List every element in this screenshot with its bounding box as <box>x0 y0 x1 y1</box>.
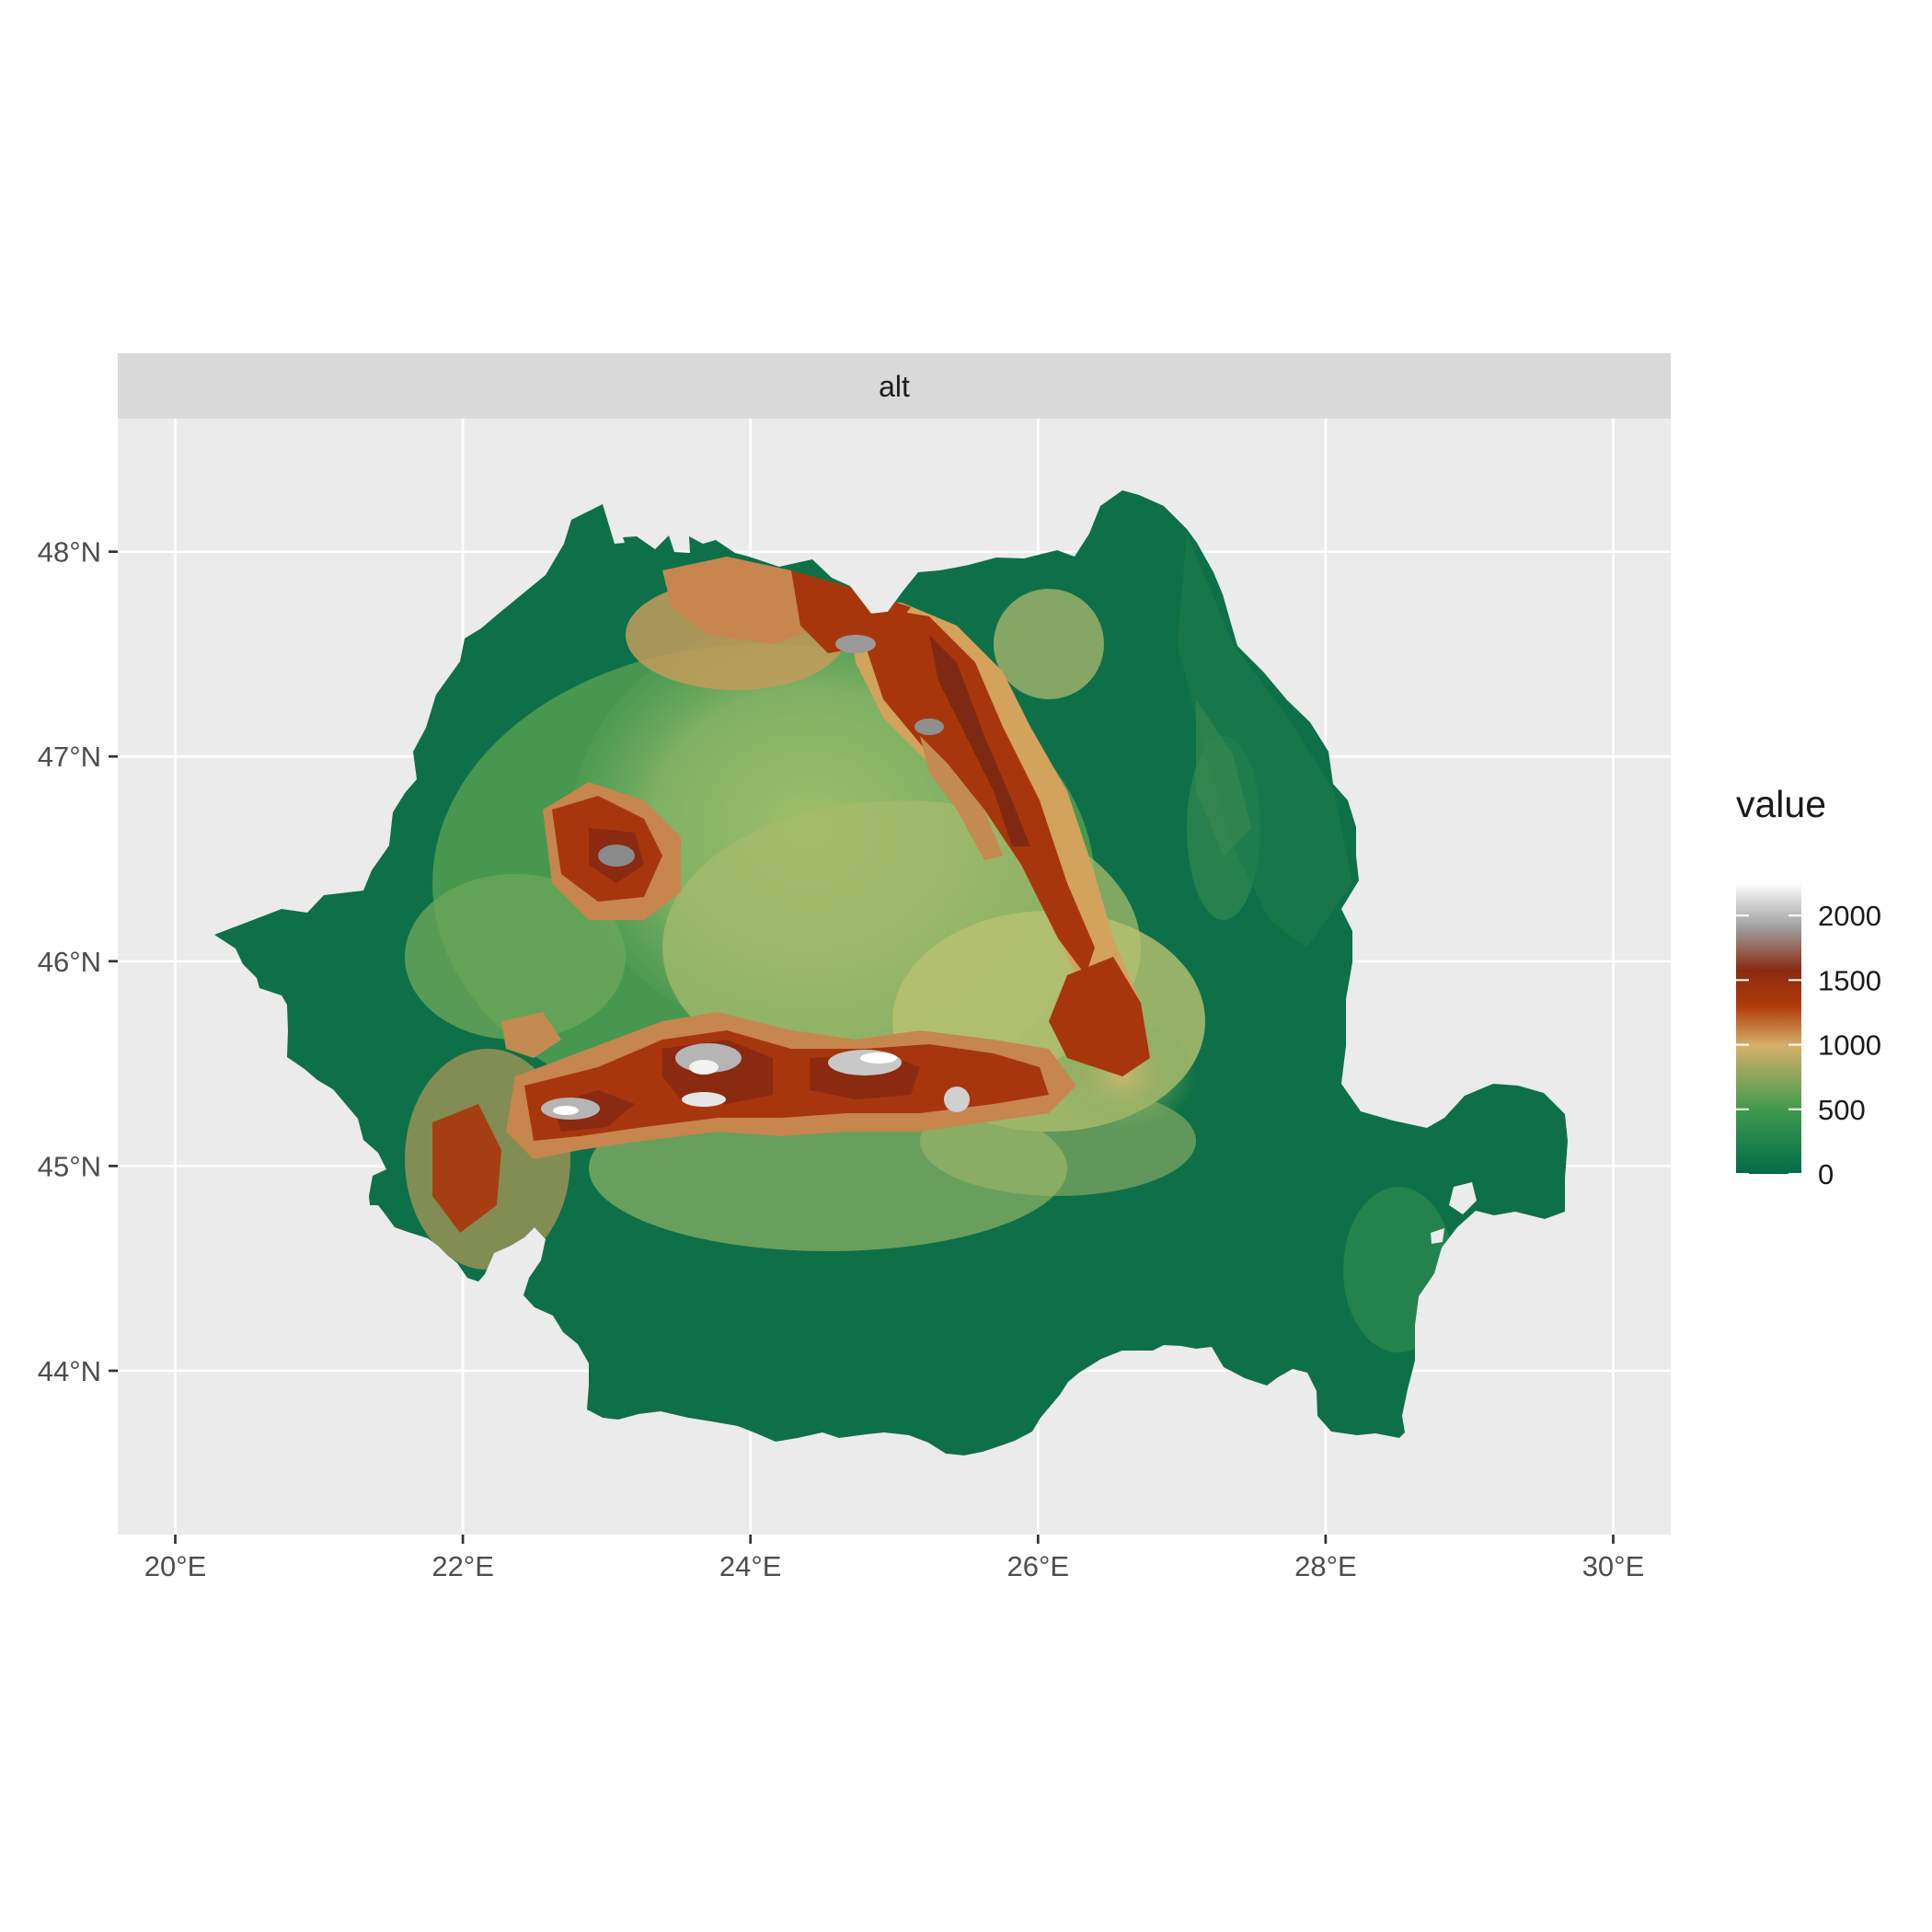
y-tick-label: 45°N <box>38 1150 101 1182</box>
x-tick-label: 28°E <box>1294 1550 1357 1582</box>
legend-break-label: 0 <box>1818 1158 1834 1190</box>
legend-colorbar <box>1736 883 1801 1174</box>
legend-break-label: 2000 <box>1818 900 1881 932</box>
x-axis: 20°E 22°E 24°E 26°E 28°E 30°E <box>144 1535 1645 1582</box>
elevation-raster <box>214 490 1568 1455</box>
x-tick-label: 24°E <box>719 1550 782 1582</box>
x-tick-label: 20°E <box>144 1550 207 1582</box>
y-tick-label: 44°N <box>38 1355 101 1387</box>
y-axis: 48°N 47°N 46°N 45°N 44°N <box>38 536 118 1387</box>
legend-ticks: 2000 1500 1000 500 0 <box>1736 900 1881 1190</box>
y-tick-label: 46°N <box>38 946 101 978</box>
x-tick-label: 26°E <box>1007 1550 1070 1582</box>
legend-title: value <box>1736 783 1826 825</box>
y-tick-label: 48°N <box>38 536 101 569</box>
facet-strip <box>118 353 1671 419</box>
legend-break-label: 1000 <box>1818 1029 1881 1062</box>
y-tick-label: 47°N <box>38 741 101 773</box>
legend-break-label: 500 <box>1818 1094 1866 1126</box>
legend-break-label: 1500 <box>1818 964 1881 996</box>
x-tick-label: 30°E <box>1582 1550 1645 1582</box>
facet-strip-label: alt <box>879 370 910 403</box>
x-tick-label: 22°E <box>431 1550 494 1582</box>
